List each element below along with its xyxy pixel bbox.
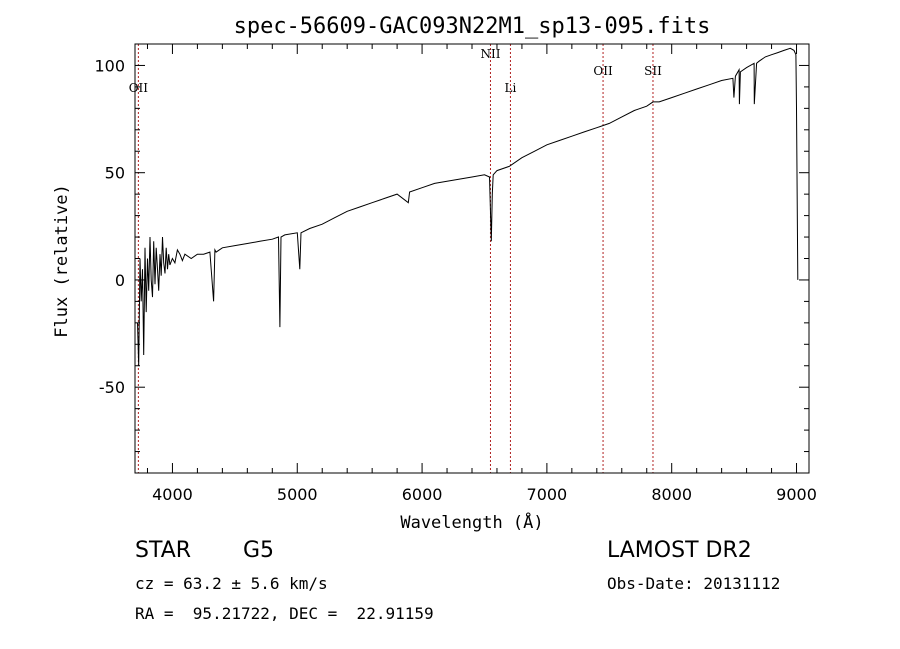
y-tick-label: -50 [99,378,125,397]
object-subclass: G5 [243,538,275,563]
redshift-line: cz = 63.2 ± 5.6 km/s [135,574,328,593]
x-tick-label: 4000 [152,485,193,504]
y-tick-label: 100 [94,56,125,75]
line-marker-label: SII [644,64,662,78]
x-tick-label: 8000 [651,485,692,504]
plot-frame [134,43,810,474]
object-class: STAR [135,538,192,563]
x-tick-label: 9000 [776,485,817,504]
spectrum-line [137,47,799,366]
series-layer [137,47,799,366]
line-marker-label: OII [129,81,149,95]
y-tick-label: 0 [115,271,125,290]
emission-line-markers: OII NII Li OII SII [129,44,662,473]
survey-name: LAMOST DR2 [607,538,752,563]
x-axis-label: Wavelength (Å) [400,511,543,533]
observation-date: Obs-Date: 20131112 [607,574,781,593]
x-tick-label: 7000 [527,485,568,504]
line-marker-label: OII [593,64,613,78]
axes: 4000 5000 6000 7000 8000 9000 -50 0 50 100 [94,44,817,504]
chart-title: spec-56609-GAC093N22M1_sp13-095.fits [234,14,711,39]
y-axis-label: Flux (relative) [52,184,72,338]
y-tick-label: 50 [105,164,125,183]
line-marker-label: NII [480,47,500,61]
coordinates: RA = 95.21722, DEC = 22.91159 [135,604,434,623]
x-tick-label: 6000 [402,485,443,504]
line-marker-label: Li [505,81,517,95]
x-tick-label: 5000 [277,485,318,504]
